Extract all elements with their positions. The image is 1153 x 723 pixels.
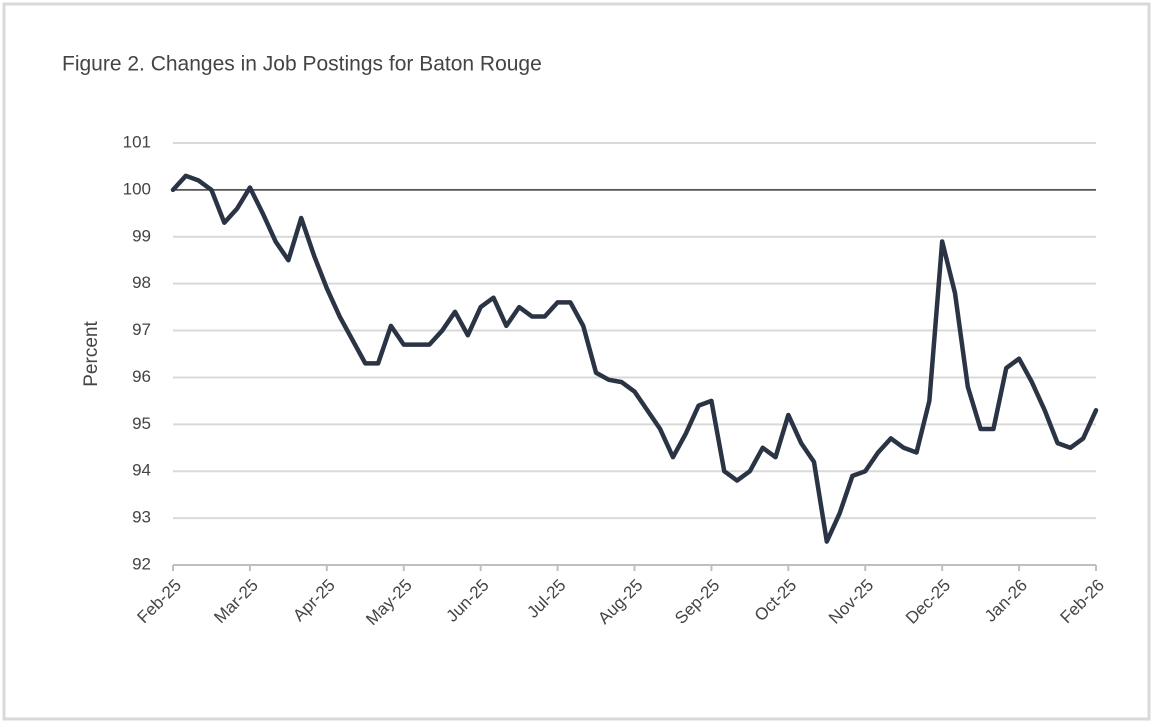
y-tick-label: 96 [132,367,151,386]
data-line [170,173,1099,544]
y-tick-label: 98 [132,273,151,292]
y-tick-label: 97 [132,320,151,339]
y-tick-label: 101 [123,132,151,151]
chart-title: Figure 2. Changes in Job Postings for Ba… [62,53,542,76]
y-tick-label: 94 [132,461,151,480]
y-axis-label: Percent [81,321,102,387]
y-tick-label: 92 [132,554,151,573]
y-tick-label: 100 [123,179,151,198]
y-tick-label: 93 [132,508,151,527]
y-tick-label: 95 [132,414,151,433]
y-tick-label: 99 [132,226,151,245]
